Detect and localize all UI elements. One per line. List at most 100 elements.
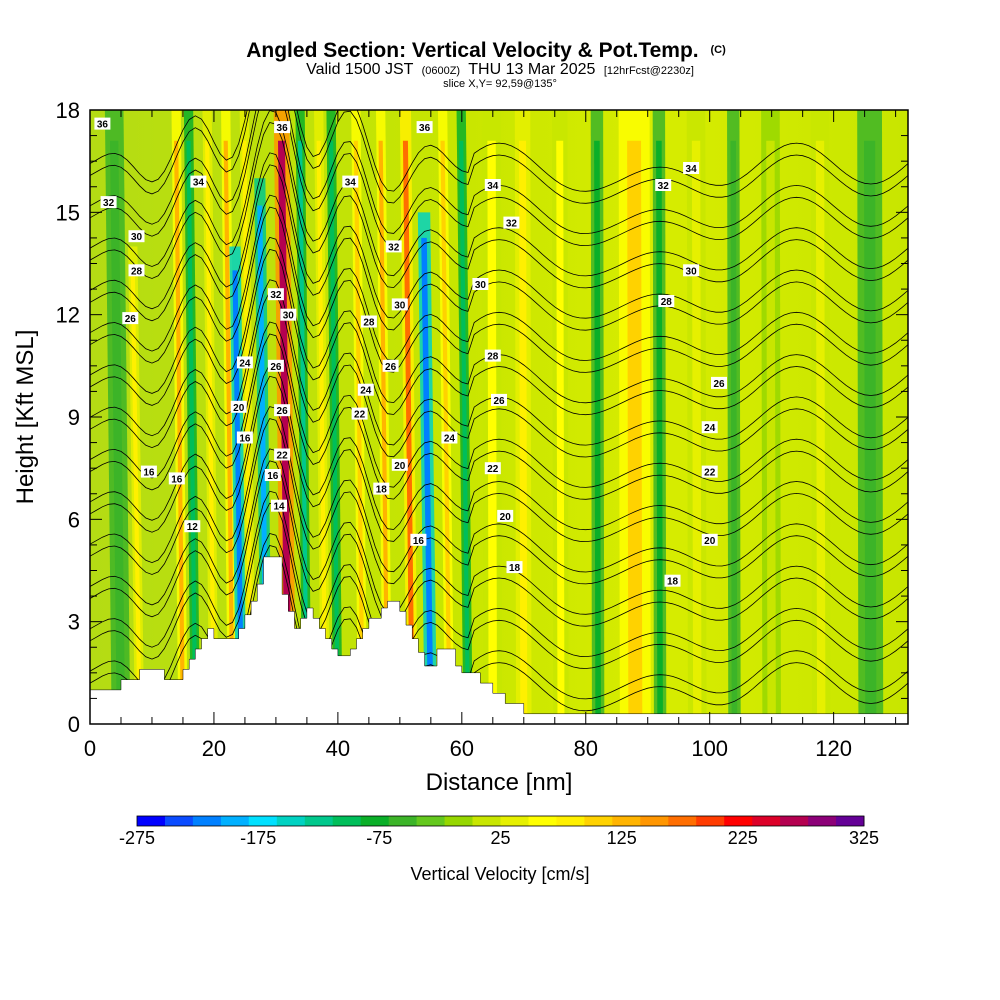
isentrope-label-bg [168, 472, 185, 485]
colorbar-swatch [220, 816, 250, 826]
x-tick-labels: 0 20 40 60 80 100 120 [84, 736, 852, 761]
colorbar-swatch [137, 816, 166, 826]
isentrope-label-text: 30 [394, 300, 406, 311]
isentrope-label-bg [385, 240, 402, 253]
isentrope-label: 28 [360, 315, 377, 329]
isentrope-label-bg [683, 162, 700, 174]
velocity-band-core [864, 140, 877, 724]
isentrope-label: 16 [140, 465, 157, 479]
x-axis-label: Distance [nm] [426, 769, 573, 796]
isentrope-label-text: 28 [363, 318, 375, 329]
isentrope-label-text: 16 [143, 468, 155, 479]
isentrope-label-text: 30 [131, 232, 143, 243]
isentrope-label-bg [391, 458, 408, 471]
isentrope-label-text: 18 [667, 577, 679, 588]
isentrope-label: 34 [190, 175, 207, 189]
isentrope-label-bg [236, 431, 253, 444]
isentrope-label-text: 26 [270, 362, 282, 373]
isentrope-label-bg [128, 264, 145, 277]
isentrope-label-text: 12 [187, 522, 199, 533]
isentrope-label-text: 16 [171, 474, 183, 485]
colorbar-swatch [836, 816, 865, 826]
isentrope-label-text: 18 [509, 563, 521, 574]
isentrope-label-text: 32 [103, 198, 115, 209]
chart-title: Angled Section: Vertical Velocity & Pot.… [246, 39, 726, 62]
colorbar-tick-label: -175 [240, 828, 276, 848]
isentrope-line [90, 110, 908, 204]
colorbar-swatch [165, 816, 194, 826]
isentrope-label-text: 34 [686, 164, 698, 175]
isentrope-label-bg [230, 400, 247, 413]
isentrope-label-text: 30 [283, 311, 295, 322]
colorbar-swatch [808, 816, 837, 826]
isentrope-label-text: 32 [506, 219, 518, 230]
isentrope-label: 36 [94, 117, 111, 131]
isentrope-label: 26 [491, 393, 507, 407]
y-tick-label: 12 [56, 303, 80, 328]
velocity-band-core [459, 140, 471, 724]
velocity-band-core [556, 140, 565, 724]
isentrope-label-bg [382, 359, 399, 372]
slice-info: slice X,Y= 92,59@135° [443, 78, 557, 90]
velocity-band-core [402, 140, 415, 724]
isentrope-label-text: 20 [704, 536, 716, 547]
isentrope-label-bg [701, 533, 718, 546]
isentrope-label-bg [190, 175, 207, 188]
valid-time-line: Valid 1500 JST (0600Z) THU 13 Mar 2025 [… [306, 61, 694, 78]
isentrope-label: 22 [351, 407, 368, 421]
x-tick-label: 100 [691, 736, 728, 761]
isentrope-label: 28 [128, 264, 145, 277]
isentrope-label: 26 [267, 359, 284, 373]
colorbar-swatch [444, 816, 474, 826]
isentrope-label-bg [503, 216, 520, 229]
isentrope-label-text: 28 [661, 297, 673, 308]
isentrope-label-text: 22 [487, 464, 499, 475]
colorbar-swatch [696, 816, 725, 826]
isentrope-label-text: 32 [658, 181, 670, 192]
valid-utc: (0600Z) [422, 65, 461, 77]
isentrope-label-bg [271, 499, 287, 512]
isentrope-label-bg [274, 121, 291, 134]
isentrope-line [90, 418, 908, 585]
isentrope-label: 26 [274, 404, 291, 417]
isentrope-label-text: 26 [277, 406, 289, 417]
isentrope-label: 32 [385, 240, 402, 253]
colorbar-swatch [612, 816, 641, 826]
isentrope-label-bg [391, 298, 408, 311]
isentrope-label-bg [357, 383, 374, 396]
isentrope-label: 22 [274, 448, 291, 462]
isentrope-label-bg [94, 117, 111, 130]
isentrope-label-text: 30 [686, 266, 698, 277]
isentrope-line [90, 291, 908, 458]
isentrope-line [90, 490, 908, 658]
isentrope-label: 34 [342, 175, 359, 189]
isentrope-label-text: 26 [493, 396, 505, 407]
colorbar-swatch [556, 816, 585, 826]
velocity-band-core [519, 140, 528, 724]
x-tick-label: 60 [450, 736, 474, 761]
velocity-band-core [691, 140, 702, 724]
isentrope-label: 32 [503, 216, 520, 230]
isentrope-line [90, 194, 908, 361]
isentrope-label-text: 22 [704, 468, 716, 479]
chart-title-main: Angled Section: Vertical Velocity & Pot.… [246, 39, 698, 62]
isentrope-label-text: 32 [270, 290, 282, 301]
isentrope-line [90, 122, 908, 289]
isentrope-label: 24 [236, 356, 253, 369]
isentrope-label-bg [701, 465, 718, 478]
colorbar-swatch [472, 816, 501, 826]
isentrope-label-text: 20 [233, 403, 245, 414]
isentrope-label-bg [373, 482, 390, 495]
colorbar-swatch [248, 816, 278, 826]
colorbar-tick-label: 225 [728, 828, 758, 848]
isentrope-label-bg [267, 288, 284, 301]
isentrope-label: 16 [168, 472, 185, 485]
isentrope-label: 32 [655, 179, 672, 192]
velocity-band-core [186, 140, 198, 724]
isentrope-label: 34 [683, 162, 700, 175]
velocity-band-core [328, 140, 340, 724]
y-tick-label: 0 [68, 712, 80, 737]
velocity-band-core [627, 140, 643, 724]
colorbar-swatch [780, 816, 809, 826]
isentrope-label: 30 [128, 230, 145, 243]
